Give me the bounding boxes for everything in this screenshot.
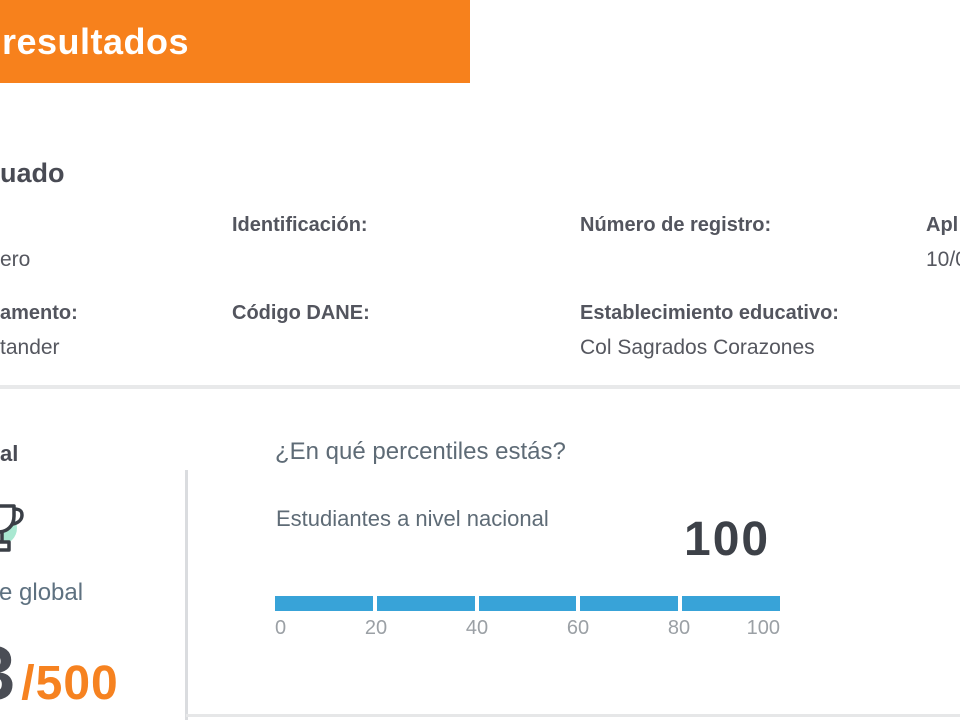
tick-label: 100 — [746, 617, 780, 639]
tick-label: 80 — [667, 617, 691, 639]
bar-segment — [682, 596, 780, 611]
percentile-group-label: Estudiantes a nivel nacional — [276, 506, 549, 531]
trophy-icon — [0, 504, 24, 552]
field-label-codigo-dane: Código DANE: — [232, 302, 370, 324]
global-score-heading: al — [0, 441, 19, 466]
results-banner-title: resultados — [2, 21, 190, 62]
field-label-aplicacion: Apl — [926, 214, 959, 236]
percentile-value: 100 — [684, 513, 771, 566]
field-value-aplicacion-date: 10/0 — [926, 248, 960, 271]
field-label-departamento: amento: — [0, 302, 78, 324]
global-score-denominator: /500 — [21, 657, 119, 710]
global-score-value: 3/500 — [0, 636, 119, 712]
percentiles-title: ¿En qué percentiles estás? — [275, 438, 566, 465]
bottom-section-border — [186, 714, 960, 717]
bar-segment — [478, 596, 577, 611]
bar-segment — [275, 596, 373, 611]
results-banner — [0, 0, 470, 83]
percentile-bar — [275, 596, 780, 611]
field-value-left-cropped: ero — [0, 248, 31, 271]
field-value-establecimiento: Col Sagrados Corazones — [580, 336, 815, 359]
bar-segment — [376, 596, 475, 611]
tick-label: 40 — [465, 617, 489, 639]
percentile-axis: 0 20 40 60 80 100 — [275, 617, 780, 641]
field-value-departamento: tander — [0, 336, 60, 359]
evaluee-section-heading: uado — [0, 158, 65, 188]
tick-label: 60 — [566, 617, 590, 639]
global-score-label: e global — [0, 579, 84, 606]
section-divider — [0, 385, 960, 389]
global-score-digit: 3 — [0, 631, 15, 716]
tick-label: 20 — [364, 617, 388, 639]
vertical-divider — [185, 470, 188, 720]
field-label-identificacion: Identificación: — [232, 214, 368, 236]
bar-segment — [580, 596, 679, 611]
field-label-numero-registro: Número de registro: — [580, 214, 772, 236]
field-label-establecimiento: Establecimiento educativo: — [580, 302, 839, 324]
tick-label: 0 — [275, 617, 287, 639]
